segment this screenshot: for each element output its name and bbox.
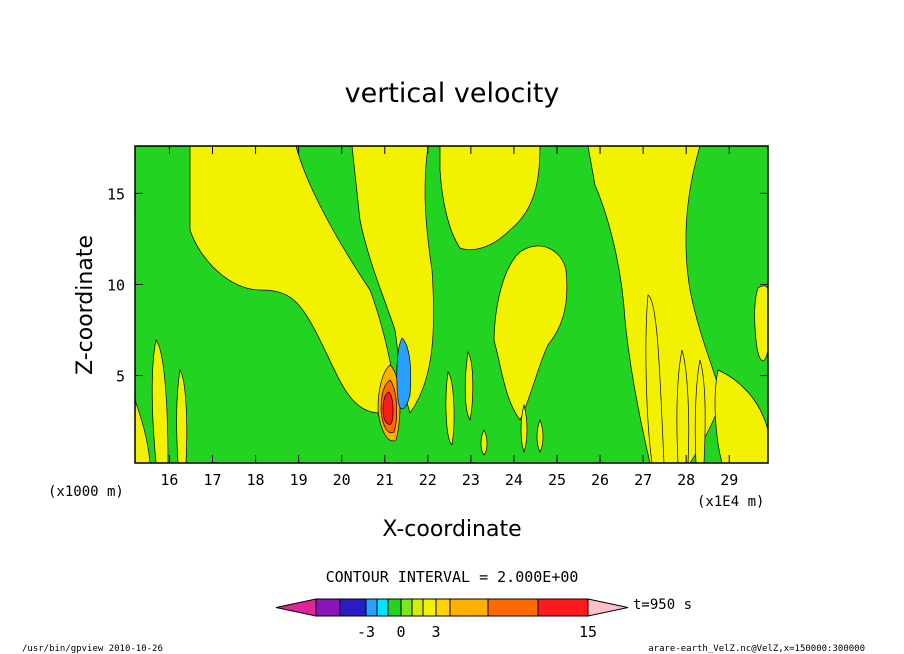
y-axis-label: Z-coordinate bbox=[73, 235, 98, 375]
x-tick-label: 22 bbox=[419, 471, 437, 489]
colorbar-label: 0 bbox=[396, 623, 405, 641]
x-tick-label: 19 bbox=[290, 471, 308, 489]
y-tick-label: 15 bbox=[107, 185, 125, 203]
colorbar-label: -3 bbox=[357, 623, 375, 641]
colorbar: -3 0 3 15 bbox=[275, 598, 629, 641]
colorbar-segment bbox=[435, 598, 451, 617]
contour-region bbox=[439, 145, 541, 251]
colorbar-segment bbox=[537, 598, 589, 617]
plot-frame bbox=[134, 145, 769, 464]
x-tick-label: 16 bbox=[160, 471, 178, 489]
colorbar-label: 3 bbox=[431, 623, 440, 641]
contour-region bbox=[351, 145, 434, 414]
x-tick-label: 17 bbox=[203, 471, 221, 489]
contour-region bbox=[493, 245, 568, 421]
colorbar-arrow-low bbox=[275, 598, 317, 617]
x-tick-label: 23 bbox=[462, 471, 480, 489]
contour-region bbox=[464, 350, 474, 421]
contour-region bbox=[480, 429, 488, 456]
x-tick-label: 20 bbox=[333, 471, 351, 489]
colorbar-segment bbox=[376, 598, 389, 617]
x-tick-label: 28 bbox=[677, 471, 695, 489]
x-tick-label: 29 bbox=[720, 471, 738, 489]
y-tick-label: 5 bbox=[116, 368, 125, 386]
y-axis: 5 10 15 bbox=[107, 185, 768, 386]
colorbar-segment bbox=[422, 598, 437, 617]
colorbar-segment bbox=[400, 598, 413, 617]
x-tick-label: 24 bbox=[505, 471, 523, 489]
colorbar-arrow-high bbox=[587, 598, 629, 617]
contour-interval-label: CONTOUR INTERVAL = 2.000E+00 bbox=[326, 568, 579, 586]
x-tick-label: 27 bbox=[634, 471, 652, 489]
contour-region bbox=[396, 337, 412, 410]
x-tick-label: 21 bbox=[376, 471, 394, 489]
chart-title: vertical velocity bbox=[345, 78, 560, 109]
x-unit-label: (x1E4 m) bbox=[697, 494, 764, 510]
colorbar-segment bbox=[487, 598, 539, 617]
colorbar-segment bbox=[411, 598, 424, 617]
colorbar-label: 15 bbox=[579, 623, 597, 641]
contour-region bbox=[754, 285, 769, 362]
x-axis-label: X-coordinate bbox=[382, 517, 521, 542]
contour-field bbox=[134, 145, 769, 464]
y-unit-label: (x1000 m) bbox=[48, 484, 124, 500]
x-tick-label: 26 bbox=[591, 471, 609, 489]
x-axis: 16 17 18 19 20 21 22 23 24 25 26 27 28 29 bbox=[160, 146, 738, 489]
x-tick-label: 18 bbox=[247, 471, 265, 489]
colorbar-segment bbox=[387, 598, 402, 617]
contour-region bbox=[382, 391, 394, 425]
footer-right: arare-earth_VelZ.nc@VelZ,x=150000:300000 bbox=[648, 644, 865, 654]
footer-left: /usr/bin/gpview 2010-10-26 bbox=[22, 644, 163, 654]
x-tick-label: 25 bbox=[548, 471, 566, 489]
colorbar-segment bbox=[365, 598, 378, 617]
contour-region bbox=[445, 371, 455, 446]
y-tick-label: 10 bbox=[107, 276, 125, 294]
colorbar-segment bbox=[339, 598, 367, 617]
colorbar-segment bbox=[449, 598, 489, 617]
contour-region bbox=[520, 403, 528, 454]
time-label: t=950 s bbox=[633, 597, 692, 613]
contour-region bbox=[189, 145, 401, 414]
contour-region bbox=[536, 419, 544, 453]
colorbar-segment bbox=[315, 598, 341, 617]
